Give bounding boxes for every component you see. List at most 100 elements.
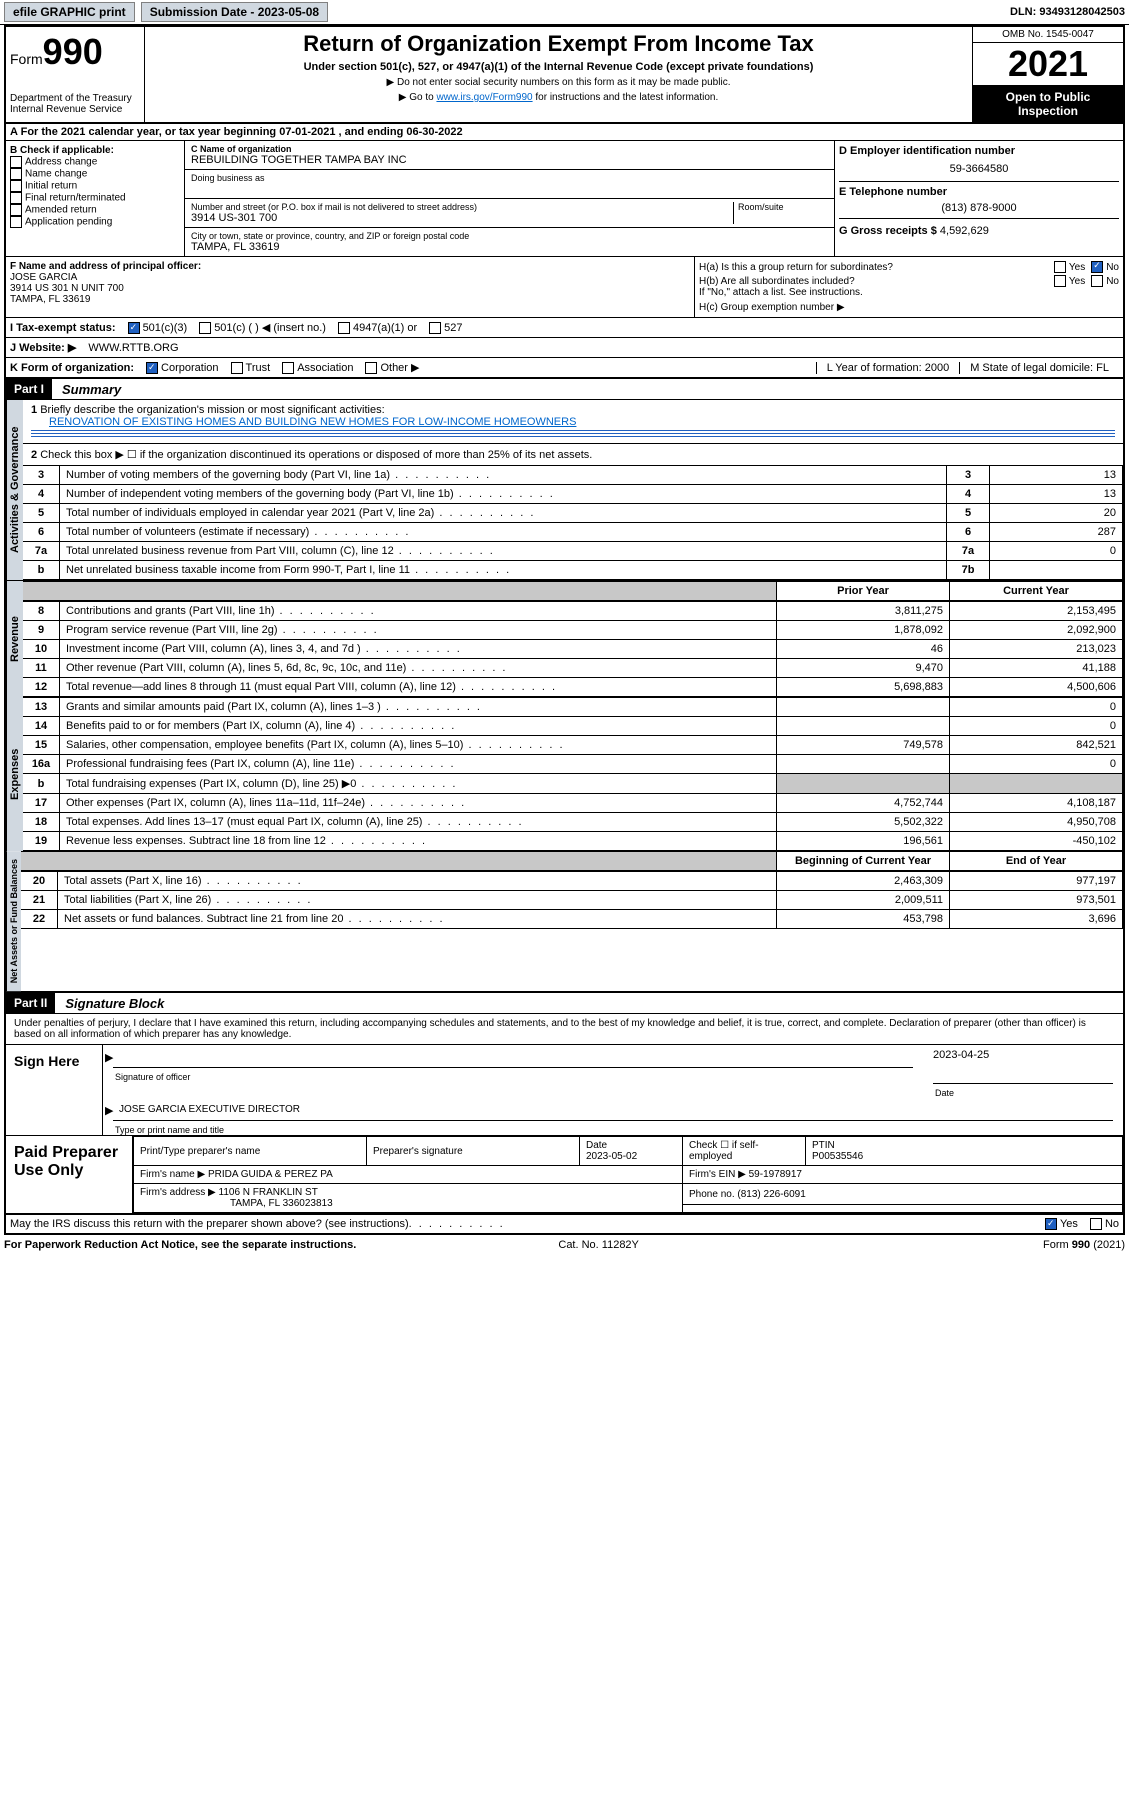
hb-yes: Yes xyxy=(1069,276,1085,287)
table-row: 3 Number of voting members of the govern… xyxy=(23,466,1123,485)
hb-label: H(b) Are all subordinates included? xyxy=(699,276,1054,287)
table-row: b Net unrelated business taxable income … xyxy=(23,561,1123,580)
irs-label: Internal Revenue Service xyxy=(10,104,140,115)
table-row: 20 Total assets (Part X, line 16)2,463,3… xyxy=(21,872,1123,891)
netassets-hdr-table: Beginning of Current Year End of Year xyxy=(21,851,1123,871)
hc-label: H(c) Group exemption number ▶ xyxy=(699,302,1119,313)
dept-label: Department of the Treasury xyxy=(10,93,140,104)
prep-ptin: P00535546 xyxy=(812,1151,863,1162)
part-i-header: Part I Summary xyxy=(6,379,1123,400)
goto-pre: ▶ Go to xyxy=(399,92,437,103)
chk-4947[interactable] xyxy=(338,322,350,334)
prep-col-ptin-lbl: PTIN xyxy=(812,1140,835,1151)
vtab-netassets: Net Assets or Fund Balances xyxy=(6,851,21,991)
col-prior: Prior Year xyxy=(777,582,950,601)
table-row: 13 Grants and similar amounts paid (Part… xyxy=(23,698,1123,717)
vtab-governance: Activities & Governance xyxy=(6,400,23,580)
officer-name: JOSE GARCIA xyxy=(10,272,690,283)
chk-discuss-yes[interactable] xyxy=(1045,1218,1057,1230)
chk-527[interactable] xyxy=(429,322,441,334)
j-label: J Website: ▶ xyxy=(10,341,76,354)
chk-association[interactable] xyxy=(282,362,294,374)
firm-name: PRIDA GUIDA & PEREZ PA xyxy=(208,1169,333,1180)
efile-button[interactable]: efile GRAPHIC print xyxy=(4,2,135,22)
chk-name-change[interactable] xyxy=(10,168,22,180)
chk-address-change[interactable] xyxy=(10,156,22,168)
opt-corporation: Corporation xyxy=(161,362,218,374)
chk-other[interactable] xyxy=(365,362,377,374)
opt-initial-return: Initial return xyxy=(25,181,77,192)
omb-number: OMB No. 1545-0047 xyxy=(973,27,1123,43)
chk-final-return[interactable] xyxy=(10,192,22,204)
col-f: F Name and address of principal officer:… xyxy=(6,257,695,317)
col-h: H(a) Is this a group return for subordin… xyxy=(695,257,1123,317)
form-word: Form xyxy=(10,51,43,67)
table-row: b Total fundraising expenses (Part IX, c… xyxy=(23,774,1123,794)
sign-block: Sign Here ▶ Signature of officer 2023-04… xyxy=(6,1045,1123,1136)
table-row: 10 Investment income (Part VIII, column … xyxy=(23,640,1123,659)
discuss-question: May the IRS discuss this return with the… xyxy=(10,1218,409,1230)
submission-date-button[interactable]: Submission Date - 2023-05-08 xyxy=(141,2,328,22)
room-label: Room/suite xyxy=(738,202,828,212)
declaration-text: Under penalties of perjury, I declare th… xyxy=(6,1014,1123,1045)
col-current: Current Year xyxy=(950,582,1123,601)
goto-post: for instructions and the latest informat… xyxy=(533,92,719,103)
header-right: OMB No. 1545-0047 2021 Open to Public In… xyxy=(972,27,1123,122)
officer-name-line: ▶ JOSE GARCIA EXECUTIVE DIRECTOR xyxy=(113,1102,1113,1121)
table-row: 14 Benefits paid to or for members (Part… xyxy=(23,717,1123,736)
header-left: Form990 Department of the Treasury Inter… xyxy=(6,27,145,122)
name-title-label: Type or print name and title xyxy=(103,1125,1123,1135)
chk-trust[interactable] xyxy=(231,362,243,374)
line-a-taxyear: A For the 2021 calendar year, or tax yea… xyxy=(6,124,1123,141)
sign-date: 2023-04-25 xyxy=(923,1045,1123,1065)
table-row: 7a Total unrelated business revenue from… xyxy=(23,542,1123,561)
firm-addr-label: Firm's address ▶ xyxy=(140,1187,216,1198)
tel-label: E Telephone number xyxy=(839,186,947,198)
preparer-block: Paid Preparer Use Only Print/Type prepar… xyxy=(6,1136,1123,1215)
chk-hb-yes[interactable] xyxy=(1054,275,1066,287)
discuss-no: No xyxy=(1105,1218,1119,1230)
chk-ha-yes[interactable] xyxy=(1054,261,1066,273)
officer-signature-line[interactable]: ▶ xyxy=(113,1049,913,1068)
sign-date-label: Date xyxy=(923,1088,1123,1098)
prep-col-sig: Preparer's signature xyxy=(367,1137,580,1166)
website-value: WWW.RTTB.ORG xyxy=(88,342,178,354)
hb-note: If "No," attach a list. See instructions… xyxy=(699,287,1119,298)
chk-initial-return[interactable] xyxy=(10,180,22,192)
opt-4947: 4947(a)(1) or xyxy=(353,322,417,334)
chk-corporation[interactable] xyxy=(146,362,158,374)
mission-link[interactable]: RENOVATION OF EXISTING HOMES AND BUILDIN… xyxy=(49,416,576,428)
chk-501c[interactable] xyxy=(199,322,211,334)
street-address: 3914 US-301 700 xyxy=(191,212,729,224)
line-j: J Website: ▶ WWW.RTTB.ORG xyxy=(6,338,1123,358)
opt-address-change: Address change xyxy=(25,157,97,168)
opt-501c3: 501(c)(3) xyxy=(143,322,188,334)
opt-501c: 501(c) ( ) ◀ (insert no.) xyxy=(214,321,326,334)
irs-link[interactable]: www.irs.gov/Form990 xyxy=(436,92,532,103)
table-row: 18 Total expenses. Add lines 13–17 (must… xyxy=(23,813,1123,832)
chk-application-pending[interactable] xyxy=(10,216,22,228)
part-ii-tag: Part II xyxy=(6,993,55,1013)
chk-discuss-no[interactable] xyxy=(1090,1218,1102,1230)
ein-value: 59-3664580 xyxy=(839,157,1119,181)
dba-label: Doing business as xyxy=(191,173,828,183)
opt-trust: Trust xyxy=(246,362,271,374)
opt-association: Association xyxy=(297,362,353,374)
prep-col-name: Print/Type preparer's name xyxy=(134,1137,367,1166)
gross-label: G Gross receipts $ xyxy=(839,225,937,237)
col-b: B Check if applicable: Address change Na… xyxy=(6,141,185,256)
officer-addr1: 3914 US 301 N UNIT 700 xyxy=(10,283,690,294)
opt-amended-return: Amended return xyxy=(25,205,97,216)
chk-ha-no[interactable] xyxy=(1091,261,1103,273)
expenses-table: 13 Grants and similar amounts paid (Part… xyxy=(23,697,1123,851)
f-label: F Name and address of principal officer: xyxy=(10,261,690,272)
governance-table: 3 Number of voting members of the govern… xyxy=(23,465,1123,580)
opt-name-change: Name change xyxy=(25,169,87,180)
table-row: 19 Revenue less expenses. Subtract line … xyxy=(23,832,1123,851)
paid-preparer-label: Paid Preparer Use Only xyxy=(6,1136,133,1213)
chk-501c3[interactable] xyxy=(128,322,140,334)
table-row: 16a Professional fundraising fees (Part … xyxy=(23,755,1123,774)
expenses-section: Expenses 13 Grants and similar amounts p… xyxy=(6,697,1123,851)
chk-hb-no[interactable] xyxy=(1091,275,1103,287)
chk-amended-return[interactable] xyxy=(10,204,22,216)
